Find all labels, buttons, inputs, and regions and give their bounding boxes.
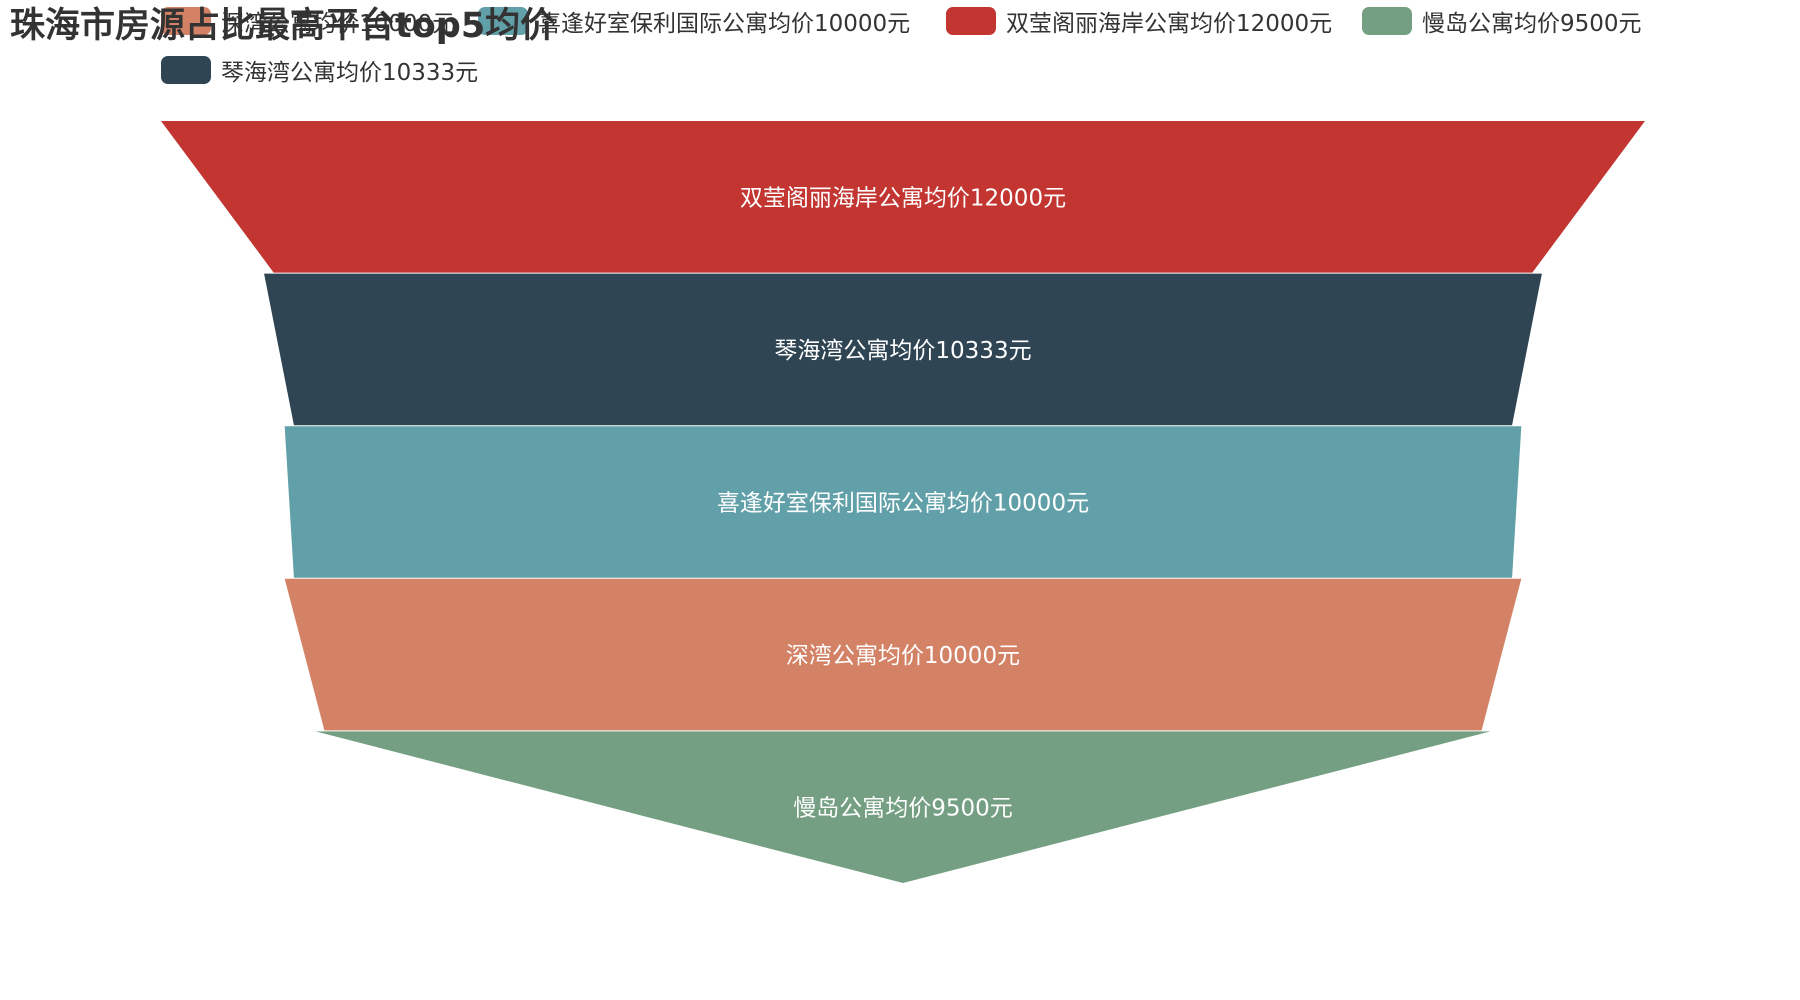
legend-label: 双莹阁丽海岸公寓均价12000元 xyxy=(1006,11,1333,37)
legend-item[interactable]: 喜逢好室保利国际公寓均价10000元 xyxy=(478,6,911,37)
funnel-segment-label: 琴海湾公寓均价10333元 xyxy=(774,338,1031,364)
legend-swatch xyxy=(1362,7,1412,35)
legend-item[interactable]: 琴海湾公寓均价10333元 xyxy=(161,55,479,86)
legend-label: 深湾公寓均价10000元 xyxy=(221,11,456,37)
funnel-segment[interactable] xyxy=(315,731,1491,883)
funnel-segment-label: 喜逢好室保利国际公寓均价10000元 xyxy=(717,491,1089,517)
legend-swatch xyxy=(161,7,211,35)
funnel-segment[interactable] xyxy=(161,121,1645,273)
legend: 深湾公寓均价10000元 喜逢好室保利国际公寓均价10000元 双莹阁丽海岸公寓均价… xyxy=(0,0,1800,100)
funnel-segment-label: 双莹阁丽海岸公寓均价12000元 xyxy=(740,185,1066,211)
legend-label: 琴海湾公寓均价10333元 xyxy=(221,60,479,86)
funnel-segment-label: 慢岛公寓均价9500元 xyxy=(793,796,1013,822)
chart-title: 珠海市房源占比最高平台top5均价 xyxy=(10,6,556,46)
legend-swatch xyxy=(161,56,211,84)
legend-item[interactable]: 双莹阁丽海岸公寓均价12000元 xyxy=(946,6,1333,37)
legend-swatch xyxy=(478,7,528,35)
funnel-segment[interactable] xyxy=(284,578,1522,731)
funnel-segment-label: 深湾公寓均价10000元 xyxy=(786,643,1020,669)
legend-swatch xyxy=(946,7,996,35)
legend-label: 慢岛公寓均价9500元 xyxy=(1422,11,1642,37)
funnel-segment[interactable] xyxy=(264,273,1542,426)
legend-label: 喜逢好室保利国际公寓均价10000元 xyxy=(538,11,911,37)
legend-item[interactable]: 深湾公寓均价10000元 xyxy=(161,6,456,37)
legend-item[interactable]: 慢岛公寓均价9500元 xyxy=(1362,6,1642,37)
funnel-segment[interactable] xyxy=(284,426,1522,578)
